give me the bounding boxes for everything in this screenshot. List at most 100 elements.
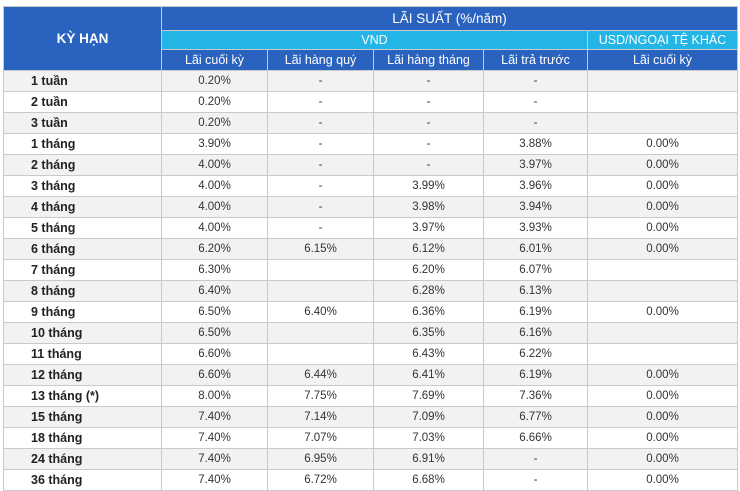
quarterly-rate-cell: 7.14% <box>267 406 374 428</box>
quarterly-rate-cell <box>267 280 374 302</box>
end-of-term-rate-cell: 6.40% <box>161 280 268 302</box>
end-of-term-rate-cell: 7.40% <box>161 427 268 449</box>
foreign-rate-cell <box>587 70 738 92</box>
monthly-rate-cell: 6.91% <box>373 448 484 470</box>
foreign-rate-cell: 0.00% <box>587 469 738 491</box>
prepaid-rate-cell: 7.36% <box>483 385 588 407</box>
col-header-end-of-term: Lãi cuối kỳ <box>161 49 268 71</box>
monthly-rate-cell: 6.12% <box>373 238 484 260</box>
quarterly-rate-cell <box>267 322 374 344</box>
end-of-term-rate-cell: 0.20% <box>161 91 268 113</box>
rate-header: LÃI SUẤT (%/năm) <box>161 6 738 31</box>
table-row: 1 tuần 0.20% - - - <box>3 70 738 92</box>
quarterly-rate-cell: - <box>267 196 374 218</box>
prepaid-rate-cell: 6.19% <box>483 364 588 386</box>
term-cell: 10 tháng <box>3 322 162 344</box>
term-cell: 4 tháng <box>3 196 162 218</box>
prepaid-rate-cell: - <box>483 469 588 491</box>
monthly-rate-cell: - <box>373 133 484 155</box>
table-row: 2 tháng 4.00% - -3.97% 0.00% <box>3 154 738 176</box>
prepaid-rate-cell: 6.01% <box>483 238 588 260</box>
term-cell: 36 tháng <box>3 469 162 491</box>
table-row: 8 tháng 6.40% 6.28% 6.13% <box>3 280 738 302</box>
end-of-term-rate-cell: 6.30% <box>161 259 268 281</box>
prepaid-rate-cell: 3.88% <box>483 133 588 155</box>
table-row: 5 tháng 4.00% -3.97% 3.93% 0.00% <box>3 217 738 239</box>
quarterly-rate-cell: 7.75% <box>267 385 374 407</box>
prepaid-rate-cell: 6.66% <box>483 427 588 449</box>
quarterly-rate-cell <box>267 343 374 365</box>
foreign-currency-header: USD/NGOẠI TỆ KHÁC <box>587 30 738 50</box>
quarterly-rate-cell: - <box>267 112 374 134</box>
end-of-term-rate-cell: 0.20% <box>161 70 268 92</box>
monthly-rate-cell: 6.43% <box>373 343 484 365</box>
prepaid-rate-cell: 6.13% <box>483 280 588 302</box>
table-body: 1 tuần 0.20% - - -2 tuần 0.20% - - -3 tuần 0.20% -… <box>3 70 738 491</box>
prepaid-rate-cell: 3.94% <box>483 196 588 218</box>
foreign-rate-cell: 0.00% <box>587 301 738 323</box>
end-of-term-rate-cell: 4.00% <box>161 175 268 197</box>
end-of-term-rate-cell: 0.20% <box>161 112 268 134</box>
foreign-rate-cell <box>587 322 738 344</box>
term-cell: 1 tháng <box>3 133 162 155</box>
end-of-term-rate-cell: 6.60% <box>161 343 268 365</box>
monthly-rate-cell: 6.36% <box>373 301 484 323</box>
end-of-term-rate-cell: 3.90% <box>161 133 268 155</box>
table-row: 4 tháng 4.00% -3.98% 3.94% 0.00% <box>3 196 738 218</box>
term-cell: 9 tháng <box>3 301 162 323</box>
quarterly-rate-cell: 6.95% <box>267 448 374 470</box>
table-row: 11 tháng 6.60% 6.43% 6.22% <box>3 343 738 365</box>
end-of-term-rate-cell: 7.40% <box>161 448 268 470</box>
foreign-rate-cell: 0.00% <box>587 217 738 239</box>
end-of-term-rate-cell: 7.40% <box>161 469 268 491</box>
end-of-term-rate-cell: 4.00% <box>161 154 268 176</box>
term-header: KỲ HẠN <box>3 6 162 71</box>
monthly-rate-cell: 6.20% <box>373 259 484 281</box>
col-header-monthly: Lãi hàng tháng <box>373 49 484 71</box>
prepaid-rate-cell: 6.19% <box>483 301 588 323</box>
term-cell: 5 tháng <box>3 217 162 239</box>
col-header-prepaid: Lãi trả trước <box>483 49 588 71</box>
table-row: 6 tháng 6.20% 6.15% 6.12% 6.01% 0.00% <box>3 238 738 260</box>
prepaid-rate-cell: - <box>483 112 588 134</box>
term-cell: 3 tháng <box>3 175 162 197</box>
term-cell: 2 tuần <box>3 91 162 113</box>
term-cell: 2 tháng <box>3 154 162 176</box>
monthly-rate-cell: 7.03% <box>373 427 484 449</box>
monthly-rate-cell: 3.98% <box>373 196 484 218</box>
foreign-rate-cell: 0.00% <box>587 406 738 428</box>
quarterly-rate-cell: - <box>267 175 374 197</box>
quarterly-rate-cell: - <box>267 154 374 176</box>
table-row: 18 tháng 7.40% 7.07% 7.03% 6.66% 0.00% <box>3 427 738 449</box>
foreign-rate-cell: 0.00% <box>587 154 738 176</box>
monthly-rate-cell: 3.97% <box>373 217 484 239</box>
monthly-rate-cell: - <box>373 70 484 92</box>
quarterly-rate-cell: 6.44% <box>267 364 374 386</box>
term-cell: 1 tuần <box>3 70 162 92</box>
foreign-rate-cell: 0.00% <box>587 385 738 407</box>
quarterly-rate-cell: - <box>267 91 374 113</box>
prepaid-rate-cell: 3.96% <box>483 175 588 197</box>
foreign-rate-cell: 0.00% <box>587 175 738 197</box>
end-of-term-rate-cell: 6.60% <box>161 364 268 386</box>
term-cell: 13 tháng (*) <box>3 385 162 407</box>
table-header: KỲ HẠN LÃI SUẤT (%/năm) VND USD/NGOẠI TỆ… <box>3 6 738 71</box>
monthly-rate-cell: 6.28% <box>373 280 484 302</box>
end-of-term-rate-cell: 6.20% <box>161 238 268 260</box>
term-cell: 12 tháng <box>3 364 162 386</box>
prepaid-rate-cell: - <box>483 70 588 92</box>
prepaid-rate-cell: 6.77% <box>483 406 588 428</box>
quarterly-rate-cell: - <box>267 133 374 155</box>
term-cell: 18 tháng <box>3 427 162 449</box>
prepaid-rate-cell: 3.97% <box>483 154 588 176</box>
prepaid-rate-cell: 6.07% <box>483 259 588 281</box>
monthly-rate-cell: - <box>373 91 484 113</box>
monthly-rate-cell: 6.35% <box>373 322 484 344</box>
foreign-rate-cell: 0.00% <box>587 238 738 260</box>
monthly-rate-cell: - <box>373 112 484 134</box>
foreign-rate-cell: 0.00% <box>587 196 738 218</box>
table-row: 36 tháng 7.40% 6.72% 6.68% -0.00% <box>3 469 738 491</box>
end-of-term-rate-cell: 4.00% <box>161 196 268 218</box>
table-row: 2 tuần 0.20% - - - <box>3 91 738 113</box>
